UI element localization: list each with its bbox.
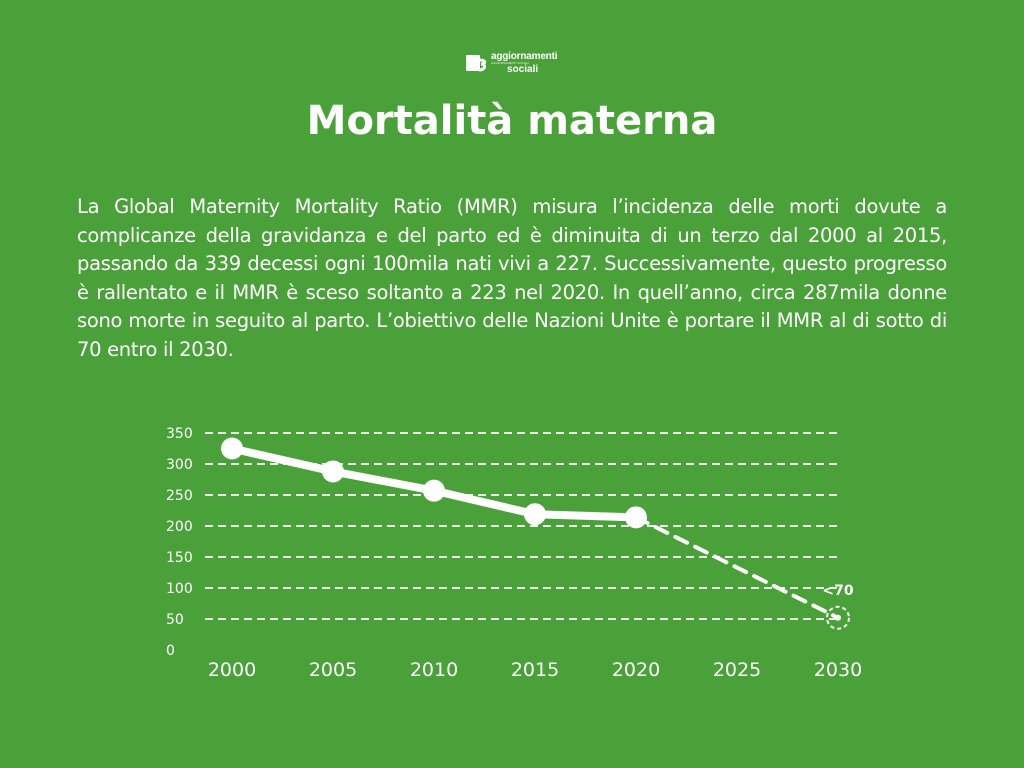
logo: aggiornamenti AGGIORNAMENTI SOCIALI soci… [466, 51, 558, 75]
target-marker-dot [835, 614, 841, 621]
logo-text: aggiornamenti AGGIORNAMENTI SOCIALI soci… [491, 51, 558, 75]
description-paragraph: La Global Maternity Mortality Ratio (MMR… [77, 195, 947, 361]
y-tick-label: 50 [166, 612, 184, 628]
projection-line [634, 515, 840, 620]
logo-line-2: sociali [507, 64, 539, 75]
data-point [625, 506, 647, 529]
y-axis-ticks: 350 300 250 200 150 100 50 0 [166, 426, 193, 659]
y-tick-label: 250 [166, 488, 193, 504]
y-tick-label: 100 [166, 581, 193, 597]
data-point [524, 503, 546, 526]
logo-line-1: aggiornamenti [491, 51, 558, 62]
y-tick-label: 200 [166, 519, 193, 535]
target-annotation: <70 [822, 583, 854, 630]
x-tick-label: 2030 [814, 659, 862, 681]
logo-tagline: AGGIORNAMENTI SOCIALI [491, 61, 530, 65]
y-tick-label: 150 [166, 550, 193, 566]
x-tick-label: 2000 [208, 659, 256, 681]
page-title: Mortalità materna [306, 98, 718, 144]
data-point [322, 460, 344, 483]
x-axis-ticks: 2000 2005 2010 2015 2020 2025 2030 [208, 659, 862, 681]
x-tick-label: 2010 [410, 659, 458, 681]
y-tick-label: 300 [166, 457, 193, 473]
x-tick-label: 2015 [511, 659, 559, 681]
chart-markers [221, 437, 647, 529]
x-tick-label: 2005 [309, 659, 357, 681]
data-point [221, 437, 243, 460]
target-marker [826, 605, 850, 630]
target-label: <70 [822, 583, 853, 599]
data-point [423, 479, 445, 502]
logo-mark-icon [466, 55, 487, 72]
y-tick-label: 0 [166, 643, 175, 659]
x-tick-label: 2020 [612, 659, 660, 681]
y-tick-label: 350 [166, 426, 193, 442]
x-tick-label: 2025 [713, 659, 761, 681]
